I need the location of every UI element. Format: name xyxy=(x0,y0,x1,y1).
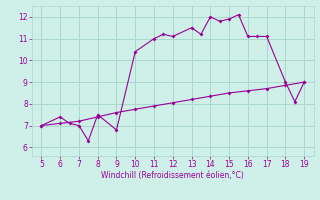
X-axis label: Windchill (Refroidissement éolien,°C): Windchill (Refroidissement éolien,°C) xyxy=(101,171,244,180)
